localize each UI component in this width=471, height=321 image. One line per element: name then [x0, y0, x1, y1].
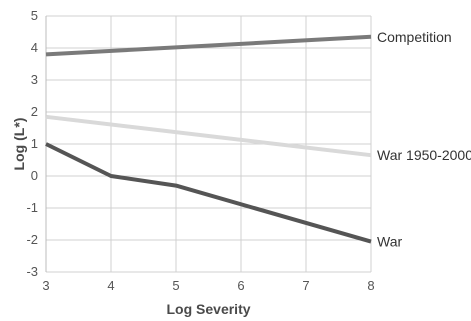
series-line-competition [45, 34, 372, 57]
y-axis-title: Log (L*) [11, 118, 27, 171]
y-tick-label: 5 [31, 8, 38, 23]
series-label-war: War [377, 234, 402, 250]
series-line-war [45, 142, 372, 244]
series-labels: Competition War 1950-2000 War [377, 29, 471, 250]
y-tick-label: -2 [26, 232, 38, 247]
y-tick-label: -1 [26, 200, 38, 215]
series-lines [45, 34, 372, 244]
axes: 5 4 3 2 1 0 -1 -2 -3 3 4 5 6 7 8 [26, 8, 374, 293]
y-tick-label: 4 [31, 40, 38, 55]
x-tick-label: 4 [107, 278, 114, 293]
series-label-war-1950-2000: War 1950-2000 [377, 147, 471, 163]
y-tick-label: 2 [31, 104, 38, 119]
x-tick-label: 6 [237, 278, 244, 293]
x-axis-title: Log Severity [166, 301, 250, 317]
x-tick-label: 5 [172, 278, 179, 293]
x-tick-label: 8 [367, 278, 374, 293]
grid [45, 15, 372, 273]
series-line-war-1950-2000 [45, 114, 372, 158]
y-tick-label: -3 [26, 264, 38, 279]
x-tick-label: 7 [302, 278, 309, 293]
series-label-competition: Competition [377, 29, 452, 45]
y-tick-label: 0 [31, 168, 38, 183]
y-tick-label: 1 [31, 136, 38, 151]
x-tick-label: 3 [42, 278, 49, 293]
y-tick-label: 3 [31, 72, 38, 87]
